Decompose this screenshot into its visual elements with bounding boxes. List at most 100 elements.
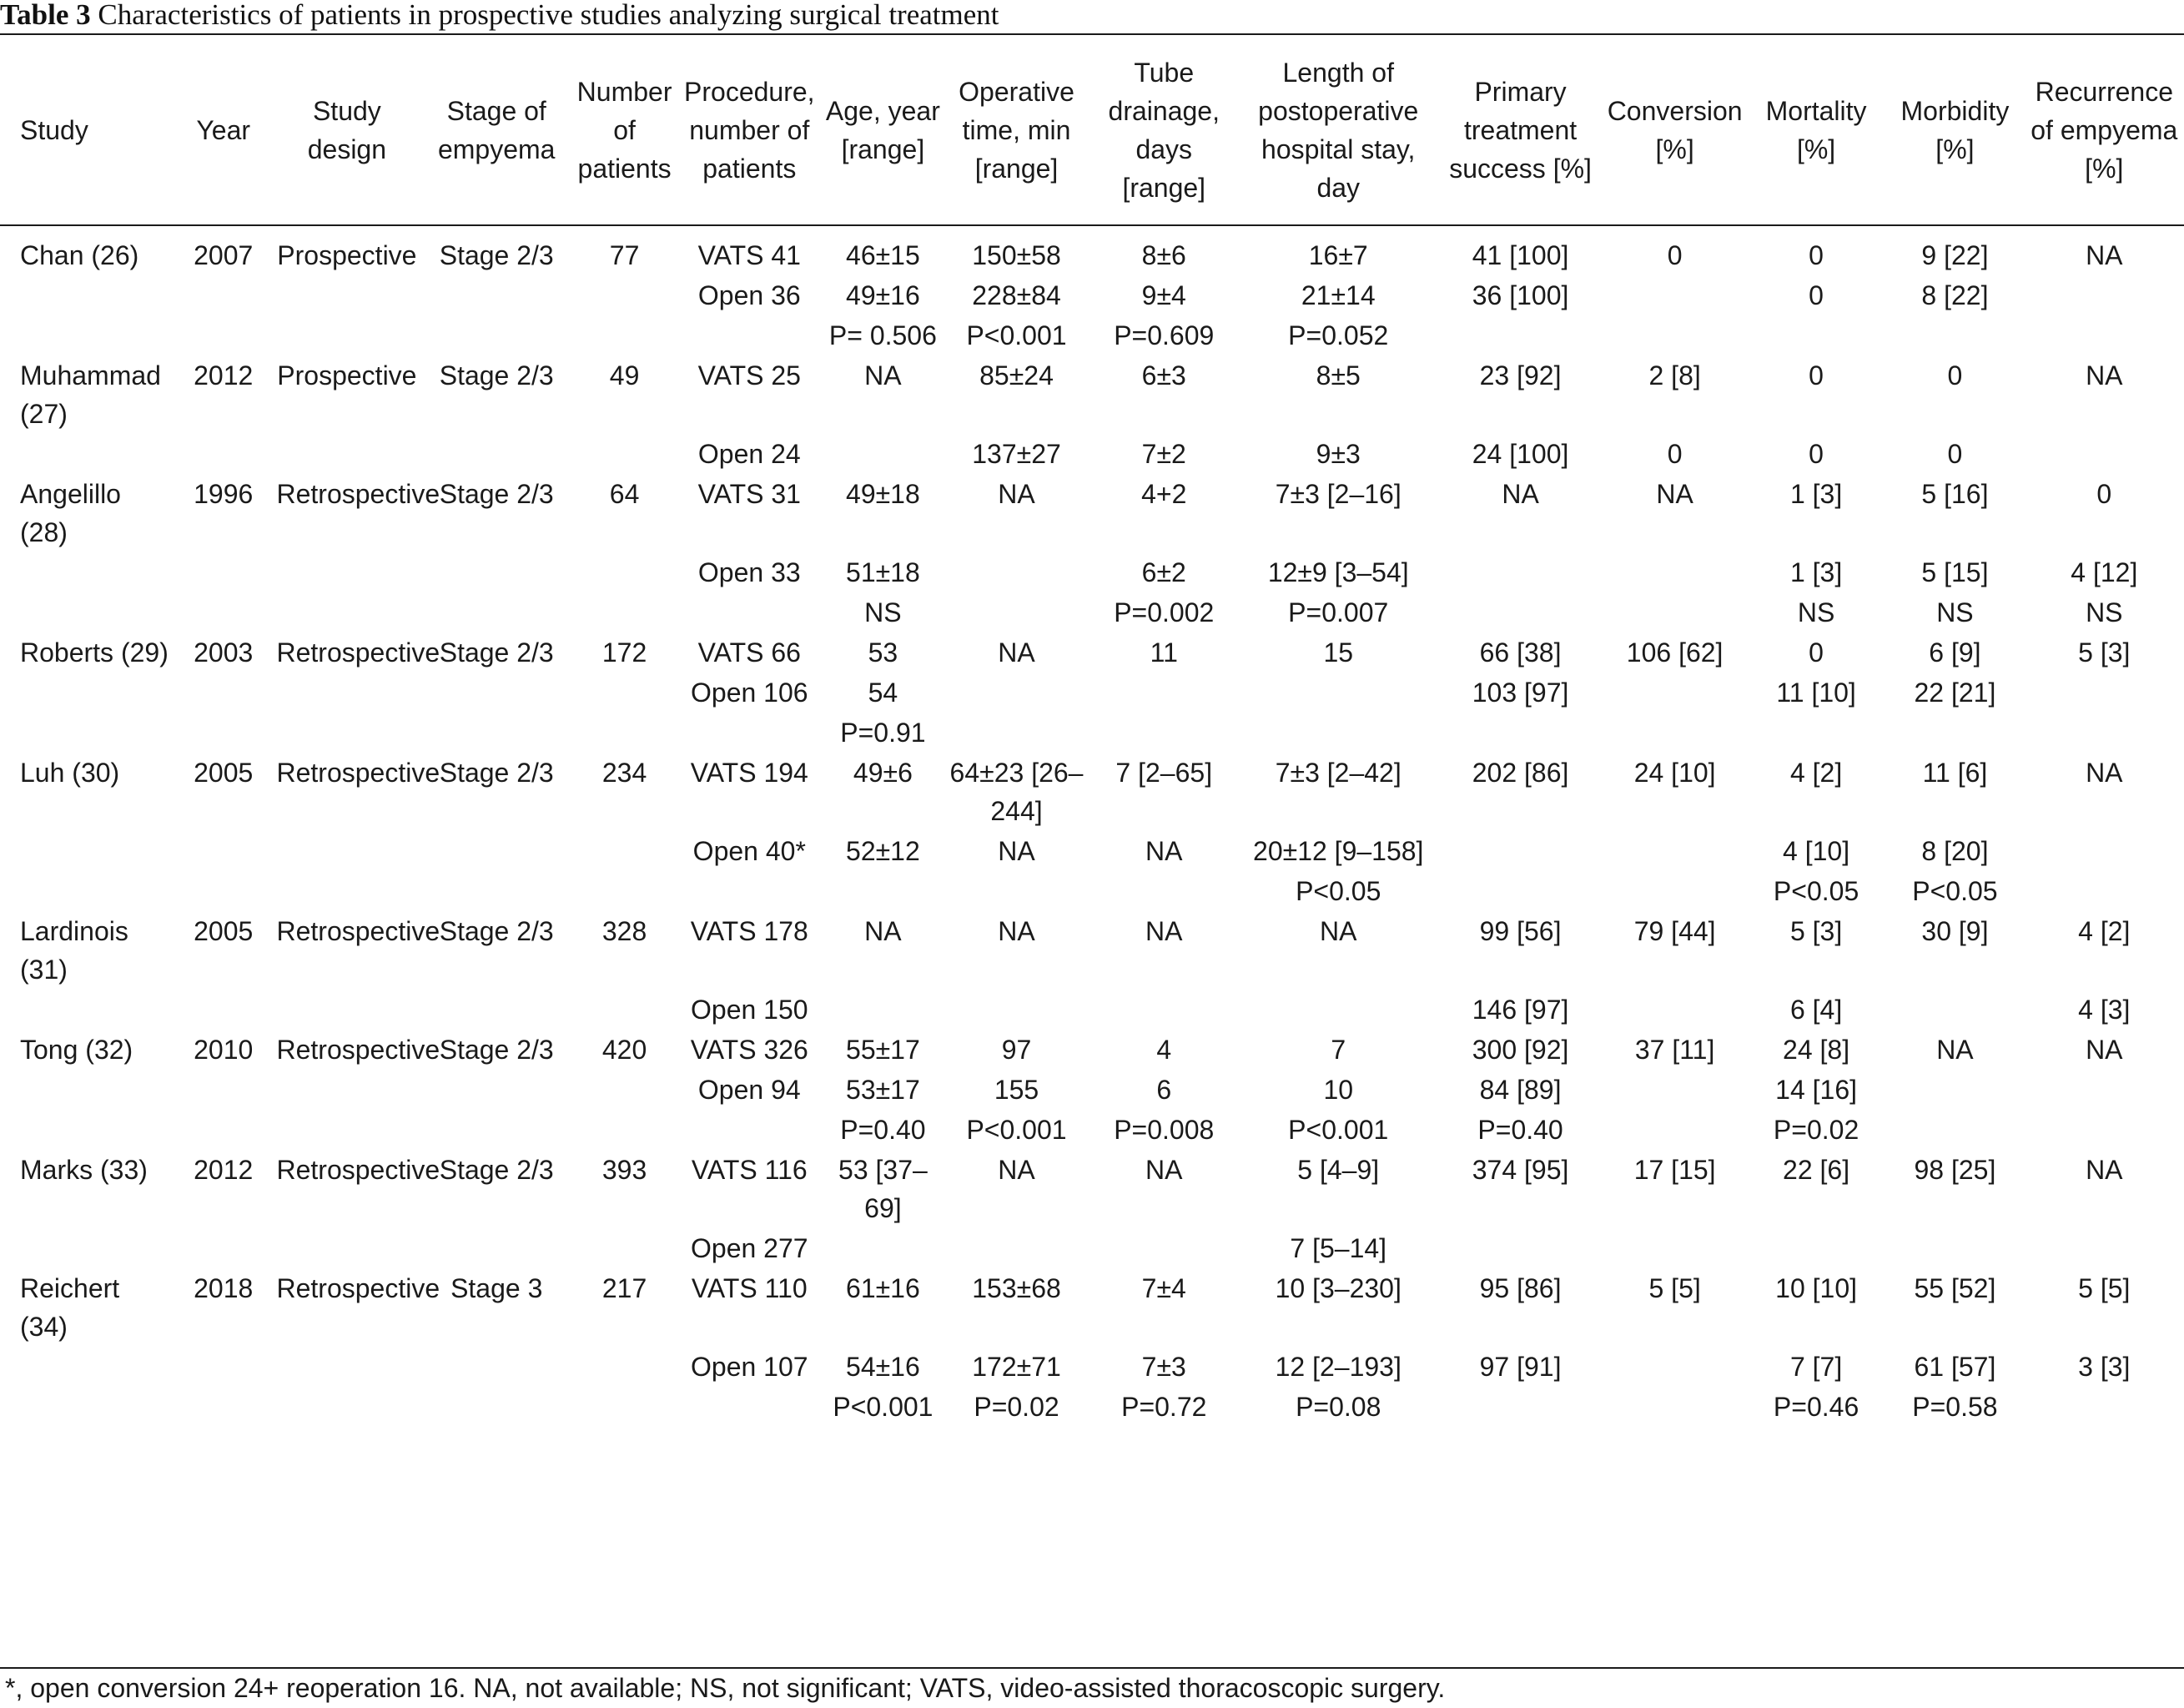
table-cell: 8±5: [1316, 360, 1361, 390]
table-cell: NA: [998, 836, 1035, 866]
table-cell: 0: [1809, 637, 1824, 668]
table-cell: P=0.052: [1288, 320, 1389, 350]
table-cell: [274, 1109, 421, 1149]
table-cell: 4 [12]: [2071, 557, 2138, 587]
table-cell: [1603, 275, 1747, 315]
top-rule: [0, 33, 2184, 35]
table-cell: Retrospective: [276, 1273, 440, 1303]
table-cell: [2025, 1109, 2184, 1149]
table-cell: Open 94: [697, 1075, 801, 1105]
table-cell: VATS 110: [691, 1273, 808, 1303]
table-cell: 106 [62]: [1626, 637, 1724, 668]
table-cell: Angelillo (28): [20, 479, 121, 547]
table-cell: Open 33: [697, 557, 801, 587]
table-cell: [572, 1386, 677, 1434]
table-cell: 172: [601, 637, 647, 668]
table-cell: [0, 1109, 174, 1149]
table-cell: VATS 41: [697, 240, 801, 270]
table-cell: 49: [609, 360, 640, 390]
table-cell: [1885, 1109, 2024, 1149]
table-cell: [174, 870, 274, 910]
table-cell: [0, 1346, 174, 1386]
table-cell: 16±7: [1308, 240, 1368, 270]
table-cell: [1603, 1227, 1747, 1267]
table-cell: [274, 712, 421, 752]
table-cell: 228±84: [972, 280, 1061, 310]
table-cell: [1239, 672, 1438, 712]
table-cell: [1885, 1069, 2024, 1109]
table-cell: [274, 275, 421, 315]
table-cell: 97 [91]: [1479, 1352, 1562, 1382]
table-cell: [420, 1386, 572, 1434]
table-title: Characteristics of patients in prospecti…: [98, 0, 999, 31]
table-cell: VATS 194: [690, 758, 808, 788]
table-cell: 7: [1331, 1035, 1346, 1065]
table-row: Luh (30) 2005 Retrospective Stage 2/3 234 VAT…: [0, 752, 2184, 830]
table-cell: [2025, 870, 2184, 910]
table-cell: [1438, 592, 1603, 632]
table-cell: 8 [20]: [1921, 836, 1989, 866]
table-cell: [0, 989, 174, 1029]
table-cell: NA: [1502, 479, 1539, 509]
table-cell: NA: [1145, 916, 1183, 946]
table-cell: [420, 1109, 572, 1149]
table-cell: 23 [92]: [1479, 360, 1562, 390]
table-cell: 0: [1809, 280, 1824, 310]
table-cell: [1603, 1109, 1747, 1149]
table-cell: P=0.08: [1296, 1392, 1381, 1422]
table-cell: 8 [22]: [1921, 280, 1989, 310]
table-cell: [944, 989, 1089, 1029]
table-cell: [944, 870, 1089, 910]
table-cell: [174, 989, 274, 1029]
table-cell: 5 [3]: [1789, 916, 1843, 946]
table-cell: [944, 552, 1089, 592]
table-cell: 11 [6]: [1922, 758, 1988, 788]
table-cell: 61±16: [846, 1273, 920, 1303]
table-cell: 22 [6]: [1783, 1155, 1850, 1185]
table-cell: 393: [601, 1155, 647, 1185]
table-cell: 8±6: [1141, 240, 1186, 270]
table-cell: 36 [100]: [1472, 280, 1569, 310]
table-cell: [2025, 1069, 2184, 1109]
table-cell: NA: [2086, 758, 2123, 788]
table-cell: [1603, 1386, 1747, 1434]
table-cell: 172±71: [972, 1352, 1061, 1382]
column-header: Stage of empyema: [420, 35, 573, 226]
table-cell: Muhammad (27): [20, 360, 161, 429]
table-cell: 79 [44]: [1633, 916, 1716, 946]
table-cell: 300 [92]: [1472, 1035, 1569, 1065]
table-cell: [677, 592, 823, 632]
table-cell: [420, 672, 572, 712]
table-cell: 10 [3–230]: [1275, 1273, 1401, 1303]
table-row: Lardinois (31) 2005 Retrospective Stage 2/3…: [0, 910, 2184, 989]
table-cell: 11: [1150, 637, 1178, 668]
table-cell: 6 [4]: [1789, 995, 1843, 1025]
table-cell: [572, 989, 677, 1029]
table-cell: 6±2: [1141, 557, 1186, 587]
table-cell: [2025, 433, 2184, 473]
table-cell: [420, 1346, 572, 1386]
table-footnote: *, open conversion 24+ reoperation 16. N…: [5, 1673, 1446, 1703]
table-cell: [0, 712, 174, 752]
table-body: Chan (26) 2007 Prospective Stage 2/3 77 VATS …: [0, 225, 2184, 1434]
table-cell: 51±18: [846, 557, 920, 587]
table-row: Chan (26) 2007 Prospective Stage 2/3 77 VATS …: [0, 225, 2184, 275]
table-cell: 41 [100]: [1472, 240, 1569, 270]
column-header: Operative time, min [range]: [944, 35, 1089, 226]
table-cell: P= 0.506: [828, 320, 937, 350]
table-cell: NA: [864, 360, 902, 390]
table-cell: Stage 2/3: [439, 637, 554, 668]
table-cell: [1089, 712, 1239, 752]
table-row: Open 94 53±17 155 6 10 84 [89] 14 [16]: [0, 1069, 2184, 1109]
table-cell: [2025, 830, 2184, 870]
table-cell: [174, 830, 274, 870]
table-cell: Chan (26): [20, 240, 139, 270]
table-cell: NA: [998, 916, 1035, 946]
table-cell: 37 [11]: [1634, 1035, 1715, 1065]
table-cell: [1239, 712, 1438, 752]
table-cell: [1239, 989, 1438, 1029]
table-cell: [2025, 275, 2184, 315]
table-cell: 0: [1947, 439, 1963, 469]
table-cell: Luh (30): [20, 758, 120, 788]
table-cell: [1438, 1386, 1603, 1434]
